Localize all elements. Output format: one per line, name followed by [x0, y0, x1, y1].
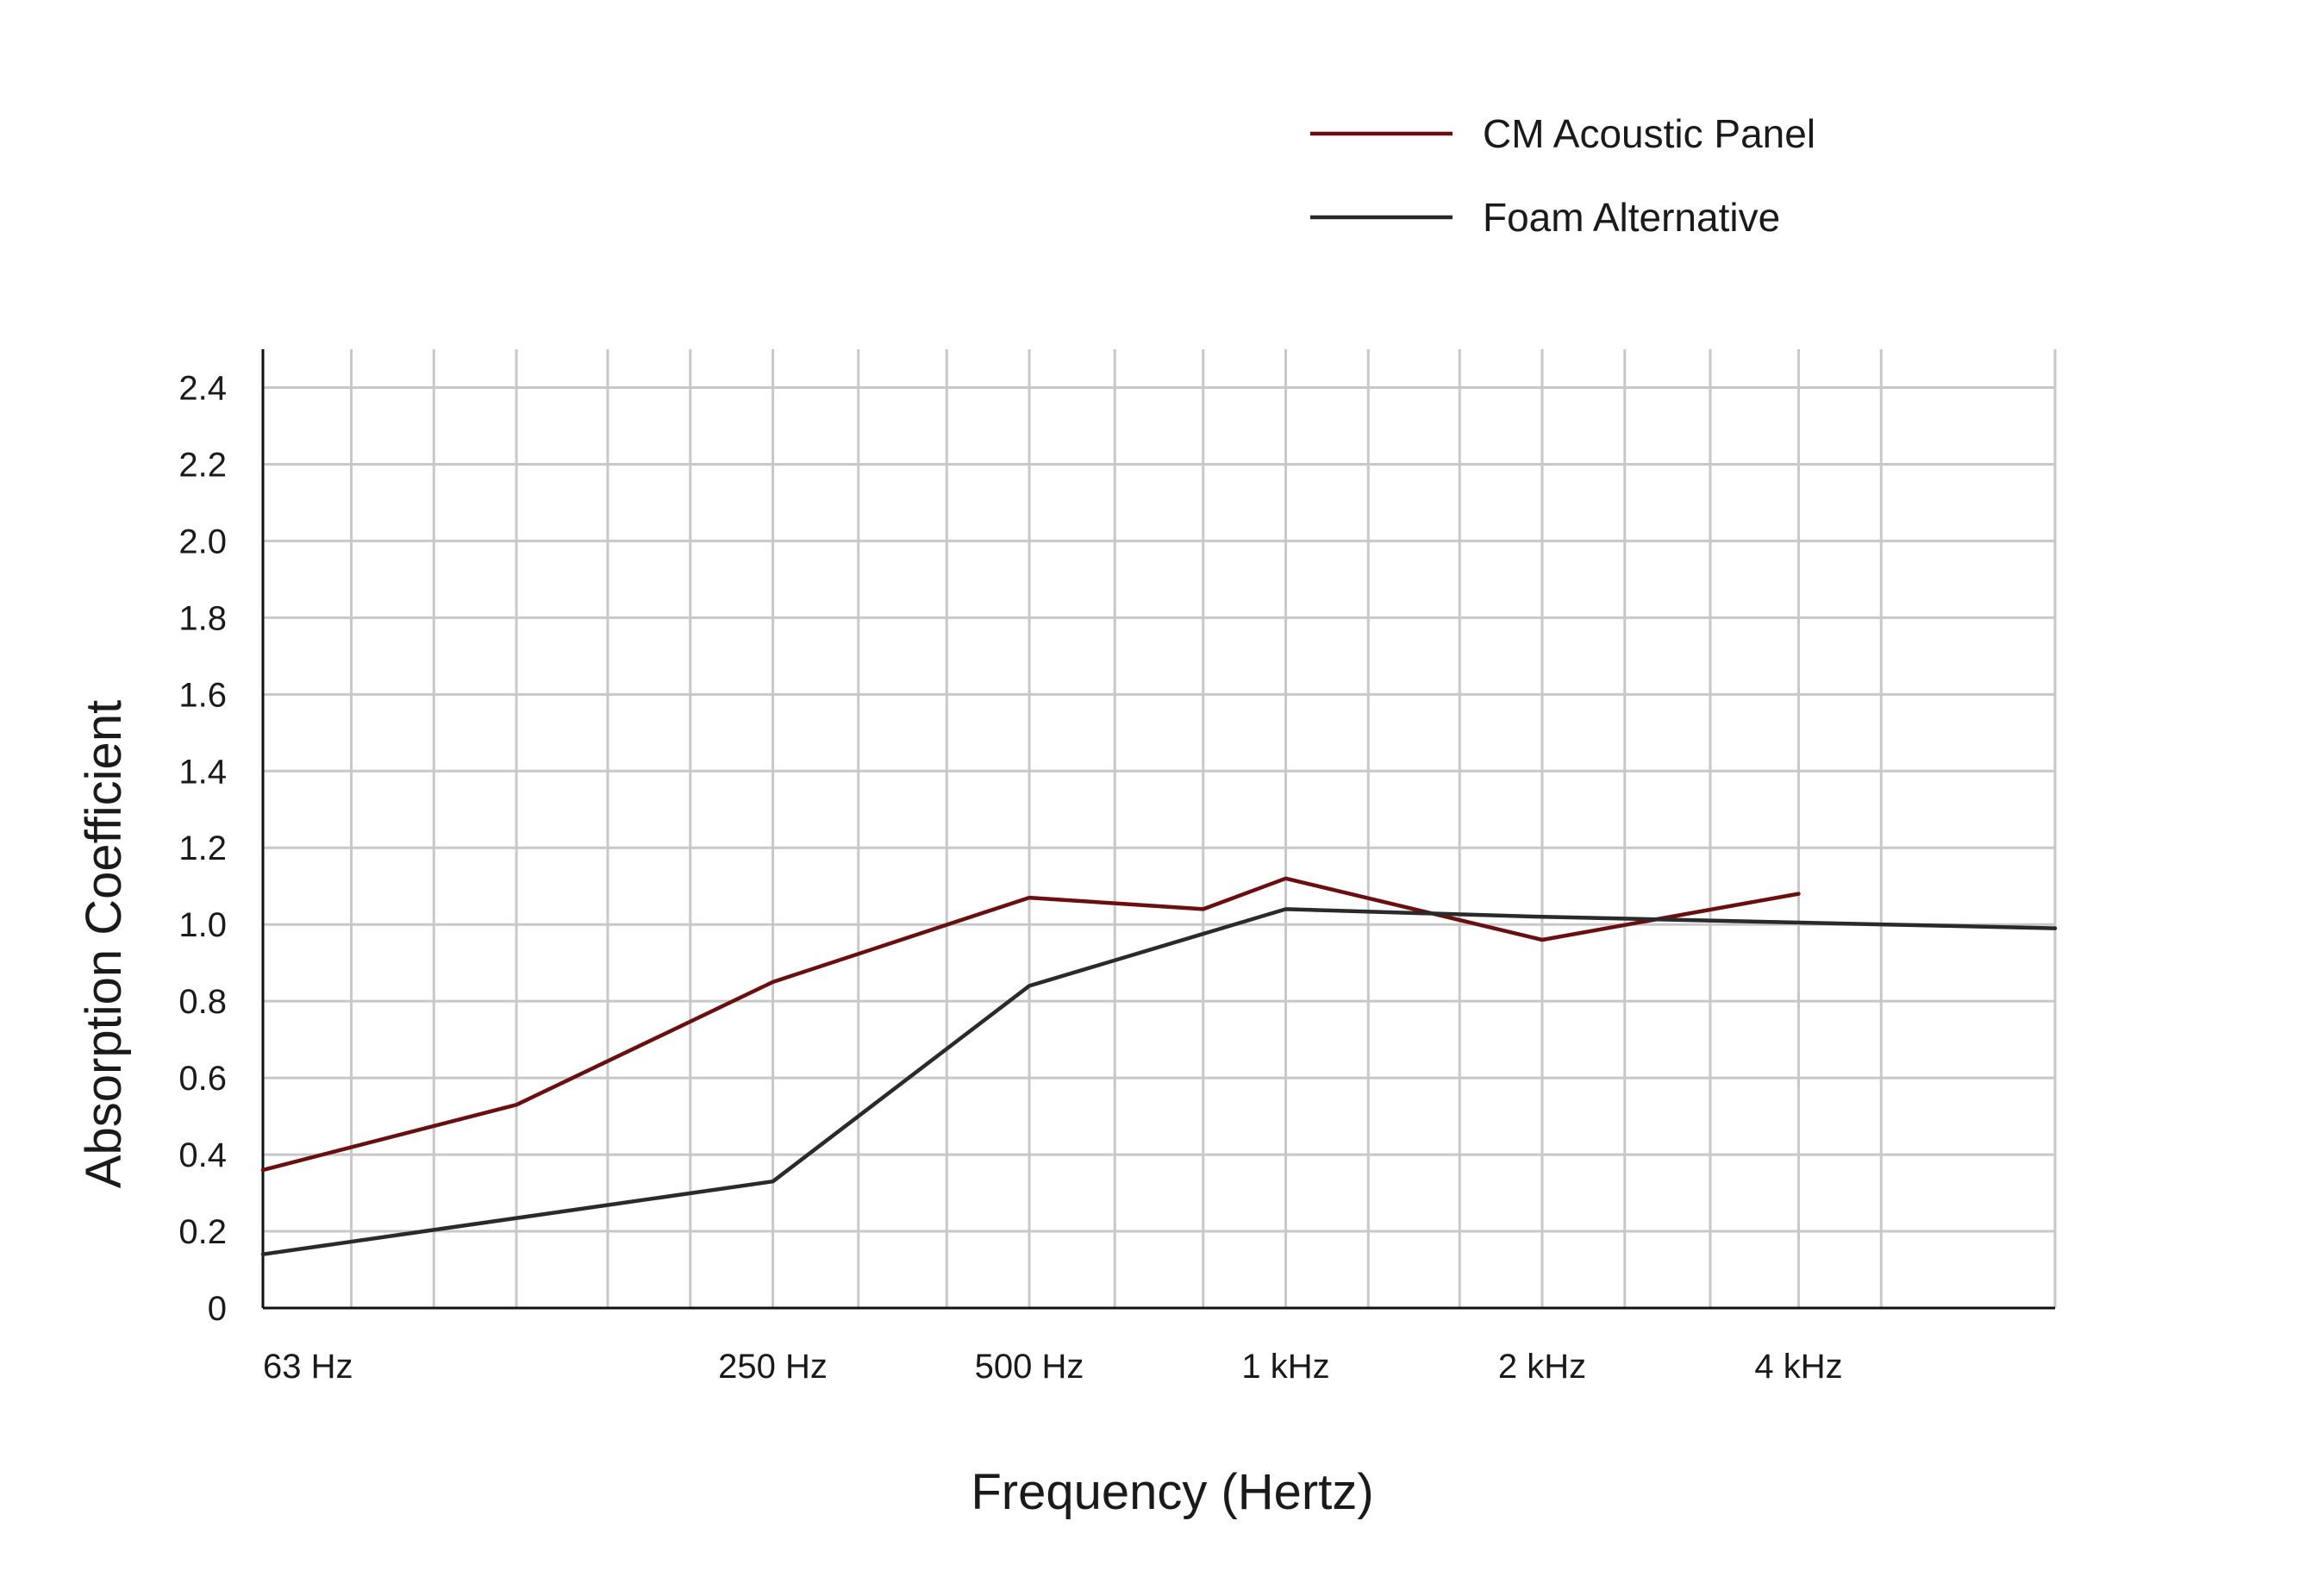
x-tick-label: 500 Hz: [975, 1348, 1084, 1386]
y-tick-label: 2.4: [178, 369, 227, 407]
series-line-1: [260, 876, 1801, 1173]
y-tick-label: 0.2: [178, 1213, 227, 1251]
y-axis-title: Absorption Coefficient: [76, 700, 132, 1188]
legend: CM Acoustic Panel Foam Alternative: [1310, 111, 1815, 240]
y-tick-labels: 0 0.2 0.4 0.6 0.8 1.0 1.2 1.4 1.6 1.8 2.0 2.2 2.4: [178, 369, 227, 1328]
y-tick-label: 1.2: [178, 829, 227, 867]
x-axis-title: Frequency (Hertz): [971, 1464, 1373, 1520]
y-tick-label: 2.2: [178, 446, 227, 484]
y-tick-label: 1.0: [178, 906, 227, 944]
y-tick-label: 1.4: [178, 753, 227, 791]
grid: [263, 349, 2057, 1308]
legend-label: CM Acoustic Panel: [1483, 111, 1815, 156]
x-tick-label: 250 Hz: [718, 1348, 828, 1386]
y-tick-label: 0.6: [178, 1060, 227, 1098]
series-lines: [260, 876, 2058, 1256]
y-tick-label: 0.4: [178, 1136, 227, 1174]
y-tick-label: 0: [208, 1290, 227, 1328]
x-tick-labels: 63 Hz 250 Hz 500 Hz 1 kHz 2 kHz 4 kHz: [263, 1348, 1843, 1386]
x-tick-label: 63 Hz: [263, 1348, 353, 1386]
y-tick-label: 0.8: [178, 983, 227, 1021]
y-tick-label: 2.0: [178, 523, 227, 560]
x-tick-label: 1 kHz: [1241, 1348, 1329, 1386]
x-tick-label: 2 kHz: [1498, 1348, 1586, 1386]
series-line-2: [260, 907, 2058, 1256]
y-tick-label: 1.8: [178, 599, 227, 637]
legend-label: Foam Alternative: [1483, 195, 1780, 240]
y-tick-label: 1.6: [178, 676, 227, 714]
axes: [261, 349, 2055, 1310]
x-tick-label: 4 kHz: [1754, 1348, 1842, 1386]
